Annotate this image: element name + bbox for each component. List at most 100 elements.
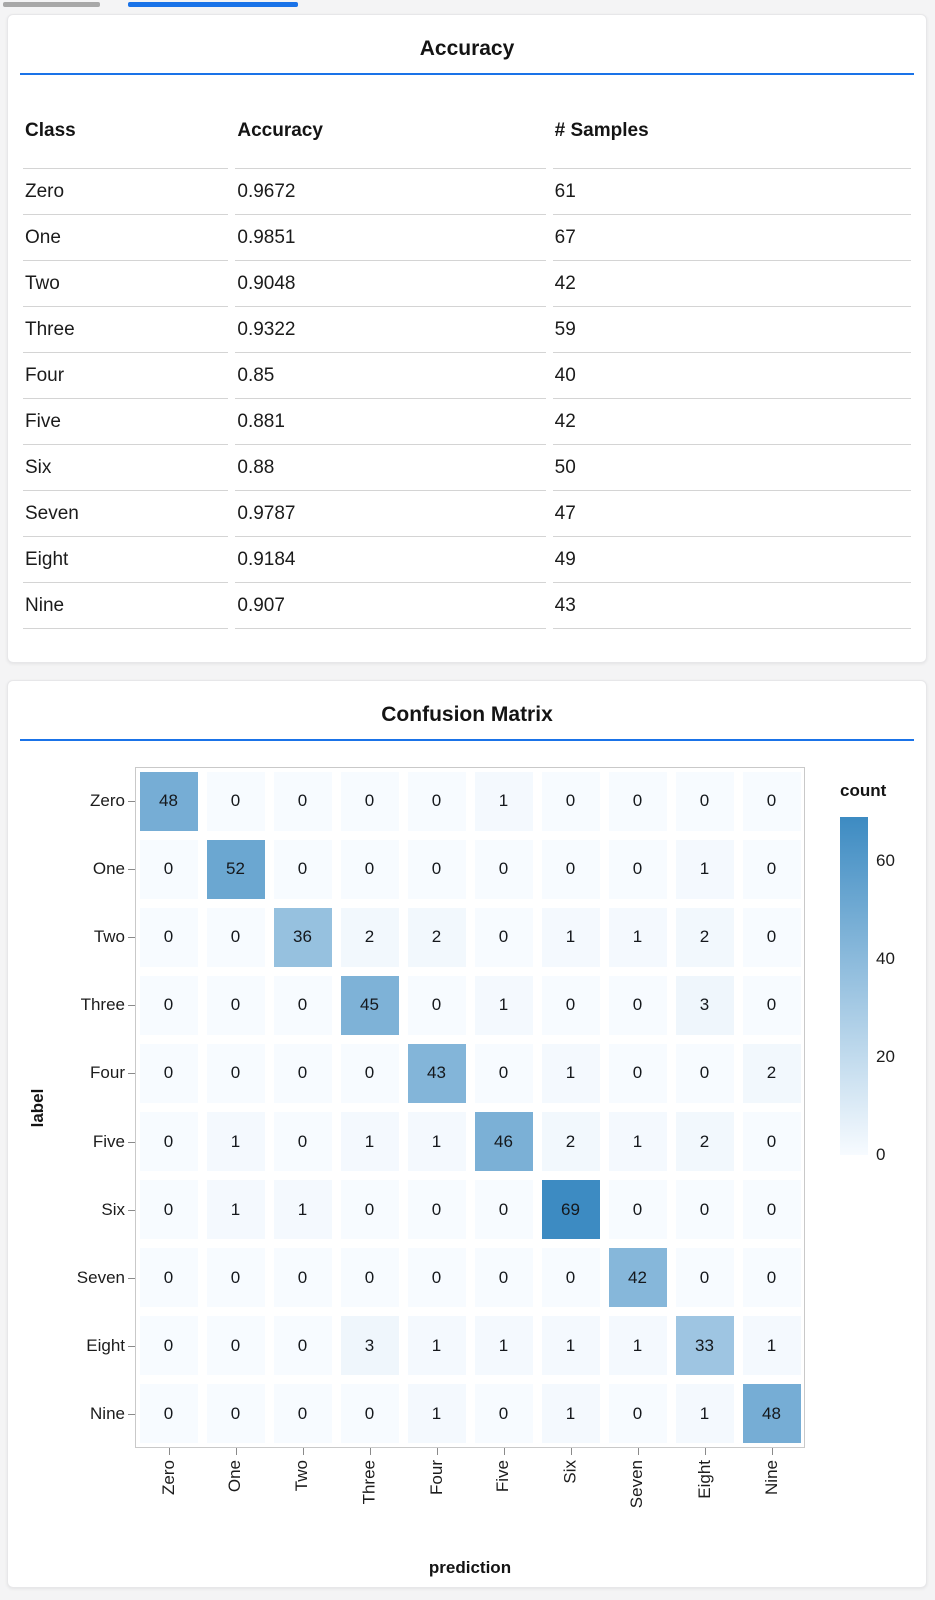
matrix-cell: 0 [675, 1180, 734, 1240]
table-cell: 0.9851 [235, 214, 546, 260]
matrix-cell: 0 [742, 771, 801, 831]
matrix-cell: 0 [742, 1180, 801, 1240]
matrix-cell: 0 [139, 1180, 198, 1240]
table-row: Eight 0.9184 49 [23, 536, 911, 582]
x-axis-tick [235, 1448, 237, 1455]
matrix-cell: 45 [340, 975, 399, 1035]
accuracy-title-divider [20, 73, 914, 75]
matrix-cell: 1 [608, 1112, 667, 1172]
matrix-cell: 1 [474, 771, 533, 831]
x-axis-label: Nine [761, 1460, 781, 1495]
matrix-cell: 1 [675, 839, 734, 899]
y-axis-label: Two [93, 927, 125, 947]
table-row: Nine 0.907 43 [23, 582, 911, 629]
matrix-cell: 0 [608, 839, 667, 899]
matrix-cell: 0 [474, 839, 533, 899]
y-axis-tick [128, 1413, 135, 1415]
matrix-cell: 0 [139, 907, 198, 967]
matrix-cell: 0 [407, 1180, 466, 1240]
matrix-cell: 0 [139, 1112, 198, 1172]
table-cell: 42 [552, 260, 911, 306]
matrix-cell: 0 [742, 975, 801, 1035]
matrix-cell: 0 [139, 839, 198, 899]
matrix-cell: 48 [139, 771, 198, 831]
table-cell: 59 [552, 306, 911, 352]
tab-indicator-active[interactable] [128, 2, 298, 7]
y-axis-tick [128, 801, 135, 803]
matrix-cell: 0 [273, 839, 332, 899]
matrix-cell: 1 [407, 1384, 466, 1444]
y-axis-label: Seven [76, 1267, 125, 1287]
table-cell: One [23, 214, 229, 260]
matrix-cell: 42 [608, 1248, 667, 1308]
table-cell: 0.85 [235, 352, 546, 398]
matrix-cell: 2 [675, 907, 734, 967]
matrix-cell: 0 [206, 975, 265, 1035]
y-axis-tick [128, 1005, 135, 1007]
matrix-cell: 0 [273, 1112, 332, 1172]
y-axis-tick [128, 1277, 135, 1279]
legend-tick-label: 0 [876, 1145, 886, 1164]
matrix-cell: 0 [206, 1384, 265, 1444]
matrix-cell: 0 [474, 1180, 533, 1240]
matrix-cell: 1 [407, 1316, 466, 1376]
matrix-cell: 0 [273, 1384, 332, 1444]
matrix-cell: 0 [407, 1248, 466, 1308]
matrix-cell: 0 [273, 1043, 332, 1103]
x-axis-label: Five [493, 1460, 513, 1493]
y-axis-label: Four [90, 1063, 125, 1083]
matrix-cell: 46 [474, 1112, 533, 1172]
matrix-cell: 1 [541, 1316, 600, 1376]
column-header: Class [25, 120, 76, 141]
table-cell: 0.9322 [235, 306, 546, 352]
table-cell: 0.881 [235, 398, 546, 444]
matrix-cell: 1 [407, 1112, 466, 1172]
x-axis-tick [771, 1448, 773, 1455]
matrix-cell: 0 [273, 771, 332, 831]
matrix-cell: 0 [340, 1043, 399, 1103]
x-axis-tick [436, 1448, 438, 1455]
matrix-cell: 0 [608, 975, 667, 1035]
y-axis-label: Zero [90, 791, 125, 811]
matrix-cell: 1 [608, 1316, 667, 1376]
matrix-cell: 0 [206, 1248, 265, 1308]
matrix-cell: 1 [206, 1112, 265, 1172]
x-axis-tick [704, 1448, 706, 1455]
matrix-cell: 0 [608, 1384, 667, 1444]
matrix-cell: 0 [407, 975, 466, 1035]
table-cell: Six [23, 444, 229, 490]
matrix-cell: 0 [675, 771, 734, 831]
x-axis-label: Seven [627, 1460, 647, 1509]
matrix-cell: 1 [541, 907, 600, 967]
matrix-cell: 0 [139, 1248, 198, 1308]
matrix-cell: 2 [541, 1112, 600, 1172]
table-cell: 49 [552, 536, 911, 582]
x-axis-tick [570, 1448, 572, 1455]
table-cell: 43 [552, 582, 911, 629]
y-axis-tick [128, 937, 135, 939]
matrix-cell: 2 [340, 907, 399, 967]
matrix-cell: 0 [675, 1043, 734, 1103]
confusion-matrix-card: Confusion Matrix label prediction count … [7, 680, 927, 1588]
table-cell: 40 [552, 352, 911, 398]
x-axis-title: prediction [428, 1558, 512, 1577]
matrix-cell: 0 [206, 907, 265, 967]
table-cell: 0.9787 [235, 490, 546, 536]
table-cell: 0.907 [235, 582, 546, 629]
matrix-cell: 1 [206, 1180, 265, 1240]
table-cell: Nine [23, 582, 229, 629]
x-axis-tick [168, 1448, 170, 1455]
y-axis-title: label [28, 1088, 47, 1127]
matrix-cell: 0 [608, 1180, 667, 1240]
table-cell: Four [23, 352, 229, 398]
y-axis-label: Five [92, 1131, 125, 1151]
matrix-cell: 0 [474, 1248, 533, 1308]
matrix-cell: 1 [742, 1316, 801, 1376]
y-axis-tick [128, 1209, 135, 1211]
matrix-cell: 0 [742, 1112, 801, 1172]
matrix-cell: 0 [742, 839, 801, 899]
matrix-cell: 0 [541, 771, 600, 831]
matrix-cell: 2 [675, 1112, 734, 1172]
tab-indicator-inactive[interactable] [3, 2, 100, 7]
table-row: Six 0.88 50 [23, 444, 911, 490]
